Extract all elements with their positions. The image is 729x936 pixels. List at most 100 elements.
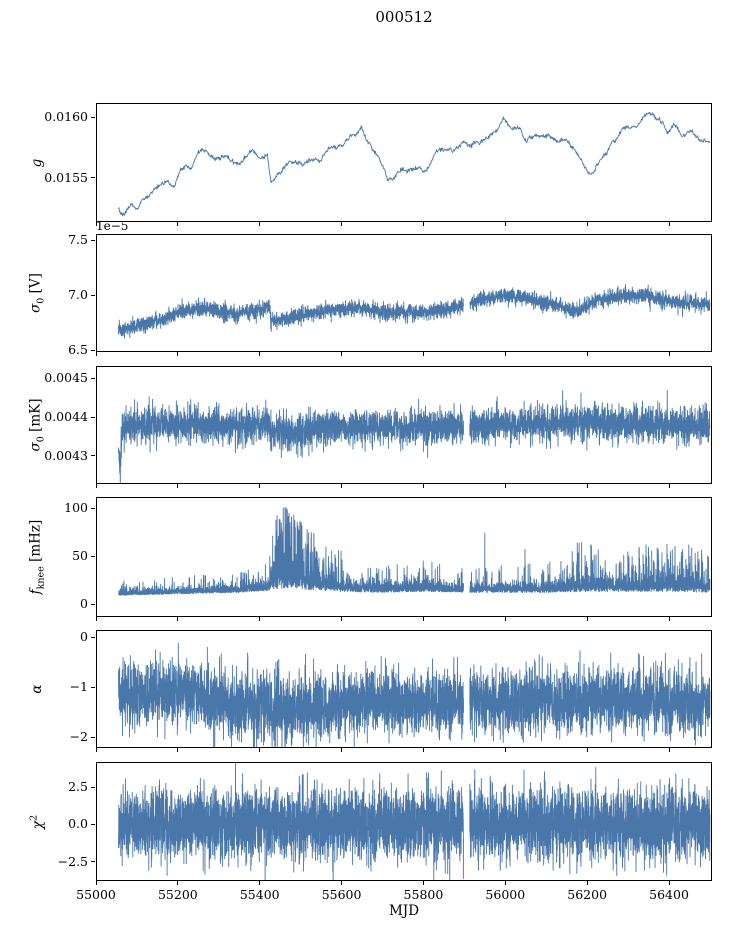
y-tick-label: 100 [64, 500, 88, 516]
y-tick-mark [91, 294, 95, 296]
x-tick-mark [259, 748, 261, 752]
x-tick-mark [95, 617, 97, 621]
x-tick-mark [504, 881, 506, 885]
x-tick-mark [259, 881, 261, 885]
y-tick-mark [91, 177, 95, 179]
x-tick-mark [177, 748, 179, 752]
y-tick-mark [91, 823, 95, 825]
subplot: σ0 [V] 1e−5 6.5 7.0 7.5 [28, 219, 712, 357]
x-tick-label: 56400 [649, 887, 689, 902]
x-tick-label: 55400 [239, 887, 280, 902]
y-tick-label: 0.0043 [44, 447, 88, 463]
x-tick-mark [422, 222, 424, 226]
x-tick-mark [504, 222, 506, 226]
y-tick-mark [91, 116, 95, 118]
x-tick-mark [668, 617, 670, 621]
x-tick-mark [177, 352, 179, 356]
x-tick-mark [95, 748, 97, 752]
x-axis-label: MJD [388, 903, 420, 919]
x-tick-mark [177, 881, 179, 885]
plot-canvas [96, 234, 712, 352]
y-tick-label: 0.0160 [44, 109, 88, 125]
plot-canvas [96, 497, 712, 617]
x-tick-mark [177, 484, 179, 488]
y-tick-label: 0.0 [68, 816, 88, 832]
y-tick-label: 0.0155 [44, 169, 88, 185]
y-tick-mark [91, 603, 95, 605]
y-tick-mark [91, 239, 95, 241]
y-tick-label: −2 [69, 729, 88, 744]
plot-canvas [96, 366, 712, 484]
subplot: α 0 −1 −2 [29, 629, 712, 752]
x-tick-mark [586, 617, 588, 621]
chart-title: 000512 [375, 8, 433, 26]
x-tick-mark [95, 881, 97, 885]
x-tick-mark [422, 881, 424, 885]
x-tick-mark [586, 748, 588, 752]
x-tick-mark [668, 352, 670, 356]
y-tick-mark [91, 636, 95, 638]
y-tick-mark [91, 786, 95, 788]
y-tick-mark [91, 736, 95, 738]
x-tick-mark [668, 748, 670, 752]
x-tick-mark [95, 222, 97, 226]
y-tick-label: −2.5 [57, 853, 88, 869]
y-tick-label: −1 [69, 679, 88, 694]
y-tick-mark [91, 455, 95, 457]
x-tick-mark [341, 748, 343, 752]
x-tick-mark [504, 748, 506, 752]
x-tick-mark [341, 881, 343, 885]
y-axis-label-text: g [29, 158, 45, 167]
x-tick-label: 56000 [485, 887, 526, 902]
y-tick-label: 50 [72, 548, 88, 564]
plot-canvas [96, 103, 712, 222]
x-tick-mark [341, 222, 343, 226]
x-tick-mark [586, 881, 588, 885]
y-tick-label: 0 [80, 629, 88, 644]
y-axis-offset-text: 1e−5 [96, 219, 129, 233]
y-tick-label: 7.5 [68, 232, 88, 248]
y-tick-mark [91, 507, 95, 509]
x-tick-mark [668, 881, 670, 885]
y-tick-label: 0.0044 [44, 409, 88, 425]
x-tick-label: 55800 [403, 887, 444, 902]
x-tick-mark [586, 484, 588, 488]
y-tick-label: 7.0 [68, 287, 88, 303]
x-tick-label: 55000 [76, 887, 116, 902]
x-tick-mark [586, 222, 588, 226]
x-tick-mark [422, 352, 424, 356]
subplot: g 0.0155 0.0160 [29, 103, 712, 226]
y-tick-label: 0.0045 [44, 370, 88, 386]
plot-canvas [96, 762, 712, 881]
x-tick-mark [668, 484, 670, 488]
x-tick-mark [95, 352, 97, 356]
x-tick-mark [504, 352, 506, 356]
x-tick-label: 56200 [567, 887, 608, 902]
x-tick-mark [422, 748, 424, 752]
x-tick-mark [586, 352, 588, 356]
y-tick-mark [91, 416, 95, 418]
y-tick-mark [91, 377, 95, 379]
y-tick-label: 0 [80, 596, 88, 612]
x-tick-mark [259, 484, 261, 488]
x-tick-mark [259, 617, 261, 621]
y-tick-mark [91, 555, 95, 557]
y-tick-mark [91, 349, 95, 351]
x-tick-mark [504, 484, 506, 488]
x-tick-mark [95, 484, 97, 488]
x-tick-mark [259, 222, 261, 226]
subplot: fknee [mHz] 0 50 100 [28, 497, 712, 621]
y-tick-label: 6.5 [68, 342, 88, 358]
x-tick-mark [422, 617, 424, 621]
x-tick-mark [341, 617, 343, 621]
y-tick-mark [91, 861, 95, 863]
x-tick-mark [259, 352, 261, 356]
x-tick-mark [422, 484, 424, 488]
x-tick-label: 55200 [157, 887, 198, 902]
x-tick-mark [341, 352, 343, 356]
x-tick-mark [341, 484, 343, 488]
subplot: χ2 −2.5 0.0 2.5 55000 55200 55400 55600 55800 56… [28, 762, 712, 902]
x-tick-mark [504, 617, 506, 621]
y-tick-mark [91, 686, 95, 688]
